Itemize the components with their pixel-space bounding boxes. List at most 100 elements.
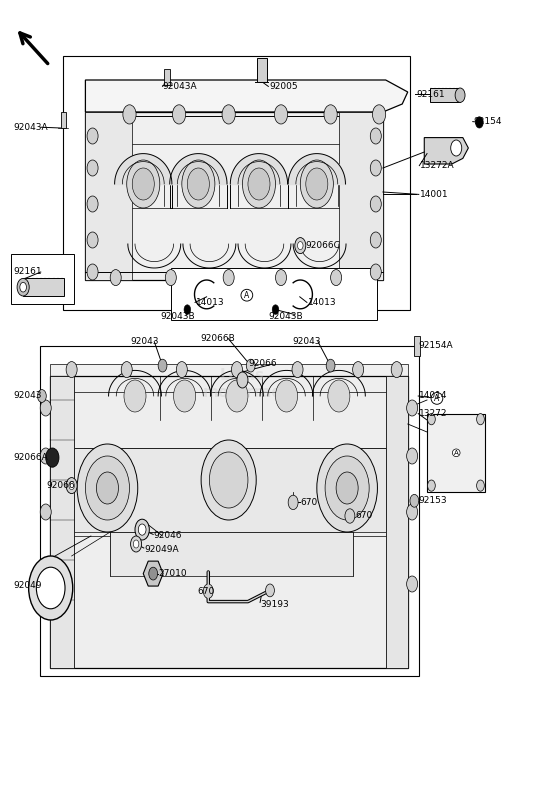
- Circle shape: [37, 390, 46, 402]
- Circle shape: [36, 567, 65, 609]
- Bar: [40, 346, 419, 676]
- Circle shape: [391, 362, 402, 378]
- Circle shape: [131, 536, 142, 552]
- Text: 14014: 14014: [419, 391, 447, 401]
- Polygon shape: [386, 376, 408, 668]
- Circle shape: [407, 576, 418, 592]
- Circle shape: [187, 168, 209, 200]
- Text: 39193: 39193: [261, 600, 289, 610]
- Bar: [414, 336, 420, 356]
- Polygon shape: [85, 80, 408, 112]
- Text: A: A: [454, 450, 458, 456]
- Circle shape: [476, 117, 483, 128]
- Circle shape: [69, 482, 74, 490]
- Circle shape: [40, 576, 51, 592]
- Circle shape: [17, 278, 29, 296]
- Polygon shape: [50, 376, 408, 668]
- Circle shape: [201, 440, 256, 520]
- Text: 14013: 14013: [196, 298, 224, 307]
- Bar: [430, 88, 460, 102]
- Circle shape: [295, 238, 306, 254]
- Circle shape: [266, 584, 274, 597]
- Circle shape: [46, 448, 59, 467]
- Bar: [63, 56, 410, 310]
- Text: 92043: 92043: [131, 337, 159, 346]
- Circle shape: [182, 160, 215, 208]
- Polygon shape: [110, 532, 353, 576]
- Text: 92043A: 92043A: [163, 82, 197, 91]
- Circle shape: [324, 105, 337, 124]
- Circle shape: [165, 270, 176, 286]
- Circle shape: [29, 556, 73, 620]
- Text: 14013: 14013: [307, 298, 336, 307]
- Circle shape: [40, 448, 51, 464]
- Text: 92153: 92153: [419, 496, 447, 506]
- Circle shape: [158, 359, 167, 372]
- Circle shape: [222, 105, 235, 124]
- Circle shape: [121, 362, 132, 378]
- Circle shape: [370, 196, 381, 212]
- Text: A: A: [244, 290, 250, 300]
- Circle shape: [306, 168, 328, 200]
- Circle shape: [127, 160, 160, 208]
- Text: 13272A: 13272A: [420, 161, 455, 170]
- Circle shape: [428, 480, 435, 491]
- Polygon shape: [424, 138, 468, 164]
- Text: 27010: 27010: [159, 569, 187, 578]
- Circle shape: [317, 444, 377, 532]
- Text: 670: 670: [355, 511, 372, 521]
- Circle shape: [77, 444, 138, 532]
- Text: 92154: 92154: [474, 117, 503, 126]
- Circle shape: [477, 414, 484, 425]
- Circle shape: [135, 519, 149, 540]
- Text: 92049: 92049: [14, 581, 42, 590]
- Circle shape: [110, 270, 121, 286]
- Circle shape: [176, 362, 187, 378]
- Bar: [23, 278, 64, 296]
- Text: 92066B: 92066B: [200, 334, 235, 343]
- Circle shape: [242, 160, 276, 208]
- Polygon shape: [85, 112, 383, 280]
- Circle shape: [292, 362, 303, 378]
- Circle shape: [272, 305, 279, 314]
- Circle shape: [174, 380, 196, 412]
- Text: A: A: [434, 394, 440, 403]
- Circle shape: [300, 160, 333, 208]
- Text: 92066: 92066: [249, 359, 277, 369]
- Text: 92161: 92161: [416, 90, 445, 99]
- Polygon shape: [339, 112, 383, 280]
- Bar: [61, 112, 66, 128]
- Text: 14001: 14001: [420, 190, 449, 199]
- Text: 92154A: 92154A: [419, 341, 453, 350]
- Circle shape: [87, 160, 98, 176]
- Circle shape: [477, 480, 484, 491]
- Circle shape: [96, 472, 118, 504]
- Circle shape: [124, 380, 146, 412]
- Text: 92043: 92043: [292, 337, 321, 346]
- Circle shape: [66, 478, 77, 494]
- Text: 92043: 92043: [14, 391, 42, 401]
- Text: 92043B: 92043B: [160, 312, 195, 322]
- Circle shape: [331, 270, 342, 286]
- Circle shape: [203, 584, 213, 598]
- Polygon shape: [143, 561, 163, 586]
- Polygon shape: [50, 364, 408, 376]
- Circle shape: [246, 359, 255, 372]
- Circle shape: [87, 264, 98, 280]
- Text: 670: 670: [197, 586, 214, 596]
- Text: 92049A: 92049A: [144, 545, 179, 554]
- Circle shape: [132, 168, 154, 200]
- Circle shape: [87, 196, 98, 212]
- Text: 92043A: 92043A: [14, 122, 48, 132]
- Circle shape: [428, 414, 435, 425]
- Circle shape: [87, 232, 98, 248]
- Circle shape: [40, 504, 51, 520]
- Text: 92161: 92161: [14, 267, 42, 277]
- Bar: [171, 268, 377, 320]
- Circle shape: [87, 128, 98, 144]
- Circle shape: [85, 456, 129, 520]
- Circle shape: [123, 105, 136, 124]
- Circle shape: [336, 472, 358, 504]
- Text: 92066C: 92066C: [306, 241, 341, 250]
- Text: 92046: 92046: [154, 531, 182, 541]
